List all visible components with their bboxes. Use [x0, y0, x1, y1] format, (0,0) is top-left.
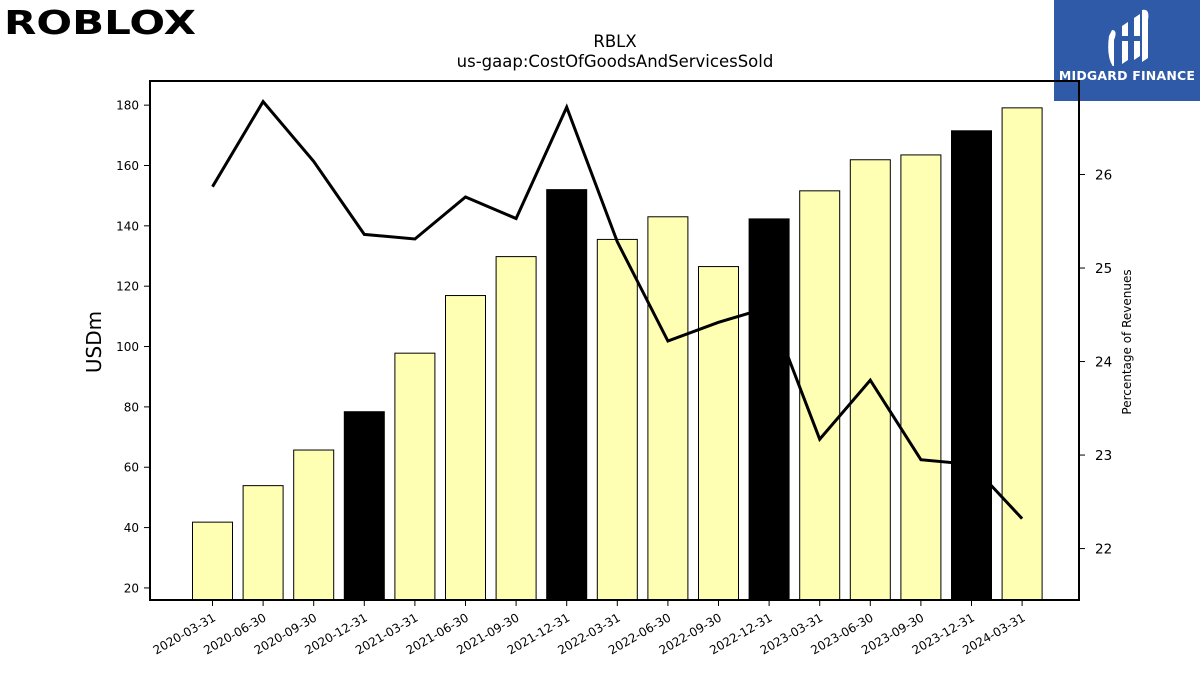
bar-2021-06-30	[445, 295, 486, 601]
midgard-finance-label: MIDGARD FINANCE	[1058, 68, 1196, 83]
bar-2021-09-30	[495, 256, 537, 601]
percentage-line	[211, 99, 1024, 520]
y2-tick-label: 26	[1095, 168, 1112, 184]
bar-2024-03-31	[1001, 107, 1043, 601]
bar-2021-12-31	[546, 189, 588, 601]
roblox-logo: ROBLOX	[4, 4, 196, 40]
roblox-logo-text: ROBLOX	[4, 4, 196, 40]
y2-tick-label: 24	[1095, 355, 1112, 371]
y2-tick-label: 25	[1095, 261, 1112, 277]
bar-2023-09-30	[900, 154, 942, 601]
y-tick-label: 140	[116, 219, 139, 233]
y-tick-label: 80	[124, 400, 139, 414]
y-tick-label: 60	[124, 461, 139, 475]
chart-title: RBLX	[593, 32, 637, 51]
bar-2020-09-30	[293, 449, 335, 601]
y-tick-label: 100	[116, 340, 139, 354]
bar-2023-03-31	[799, 190, 841, 601]
plot-frame	[149, 80, 1080, 601]
y2-tick-label: 22	[1095, 542, 1112, 558]
bar-2023-12-31	[951, 130, 992, 601]
y2-tick-label: 23	[1095, 448, 1112, 464]
bar-2022-12-31	[748, 218, 790, 601]
bar-2022-06-30	[647, 216, 689, 601]
y-tick-label: 180	[116, 99, 139, 113]
y-tick-label: 40	[124, 521, 139, 535]
bar-2022-03-31	[596, 238, 638, 601]
bar-2020-06-30	[242, 485, 284, 601]
y-tick-label: 20	[124, 581, 139, 595]
y-tick-label: 160	[116, 159, 139, 173]
midgard-finance-logo: MIDGARD FINANCE	[1054, 0, 1200, 101]
chart-subtitle: us-gaap:CostOfGoodsAndServicesSold	[456, 52, 774, 71]
bar-2020-12-31	[343, 411, 385, 601]
bar-2021-03-31	[394, 352, 436, 601]
y-tick-label: 120	[116, 280, 139, 294]
bar-2020-03-31	[192, 521, 233, 601]
midgard-emblem-icon	[1108, 9, 1149, 66]
